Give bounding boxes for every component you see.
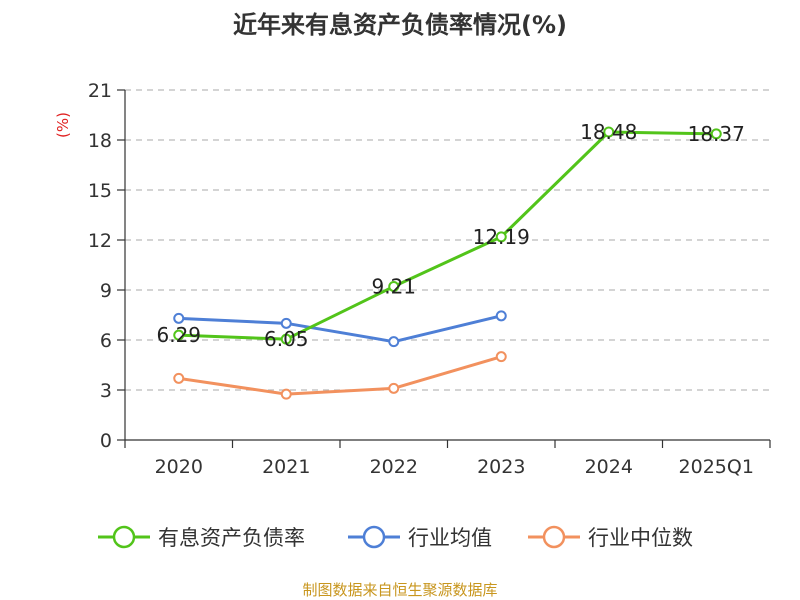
y-tick-label: 0 <box>100 430 112 452</box>
y-axis-label: (%) <box>54 112 72 138</box>
data-label: 9.21 <box>371 275 416 299</box>
data-point <box>710 128 722 140</box>
y-tick-label: 6 <box>100 330 112 352</box>
data-point <box>388 281 400 292</box>
legend-label-2: 行业中位数 <box>588 526 693 550</box>
legend: 有息资产负债率 行业均值 行业中位数 <box>98 525 693 550</box>
data-point <box>388 336 400 348</box>
legend-marker-2 <box>542 525 566 549</box>
data-point <box>173 329 185 341</box>
y-tick-label: 9 <box>100 280 112 302</box>
data-label: 18.37 <box>688 122 745 146</box>
y-tick-label: 21 <box>88 80 112 102</box>
data-point <box>280 317 292 329</box>
data-point <box>280 388 292 400</box>
y-tick-label: 3 <box>100 380 112 402</box>
data-labels: 6.29 6.05 9.21 12.19 18.48 18.37 <box>156 120 744 351</box>
series-lines <box>177 130 718 396</box>
data-point <box>495 310 507 322</box>
x-tick-label: 2023 <box>477 456 525 478</box>
data-point <box>388 382 400 394</box>
series-line-0 <box>177 130 718 341</box>
gridlines <box>125 89 770 391</box>
y-tick-label: 18 <box>88 130 112 152</box>
legend-label-0: 有息资产负债率 <box>158 526 305 550</box>
x-tick-label: 2022 <box>370 456 418 478</box>
y-tick-labels: 0 3 6 9 12 15 18 21 <box>88 80 112 452</box>
x-tick-labels: 2020 2021 2022 2023 2024 2025Q1 <box>155 456 754 478</box>
legend-marker-0 <box>112 525 136 549</box>
source-note: 制图数据来自恒生聚源数据库 <box>302 581 497 599</box>
data-label: 6.29 <box>156 323 201 347</box>
y-tick-label: 12 <box>88 230 112 252</box>
x-tick-label: 2021 <box>262 456 310 478</box>
y-tick-label: 15 <box>88 180 112 202</box>
x-tick-label: 2025Q1 <box>679 456 754 478</box>
data-point <box>173 372 185 384</box>
data-point <box>603 126 615 138</box>
data-point <box>173 312 185 324</box>
series-line-1 <box>177 314 503 344</box>
series-line-2 <box>177 355 503 396</box>
x-tick-label: 2020 <box>155 456 203 478</box>
data-point <box>280 333 292 345</box>
data-label: 18.48 <box>580 120 637 144</box>
axes <box>117 89 771 448</box>
legend-marker-1 <box>362 525 386 549</box>
series-points <box>173 126 722 400</box>
chart-title: 近年来有息资产负债率情况(%) <box>233 11 567 39</box>
data-point <box>495 231 507 243</box>
legend-label-1: 行业均值 <box>408 526 492 550</box>
x-tick-label: 2024 <box>585 456 633 478</box>
data-label: 6.05 <box>264 327 309 351</box>
data-label: 12.19 <box>473 225 530 249</box>
data-point <box>495 351 507 363</box>
